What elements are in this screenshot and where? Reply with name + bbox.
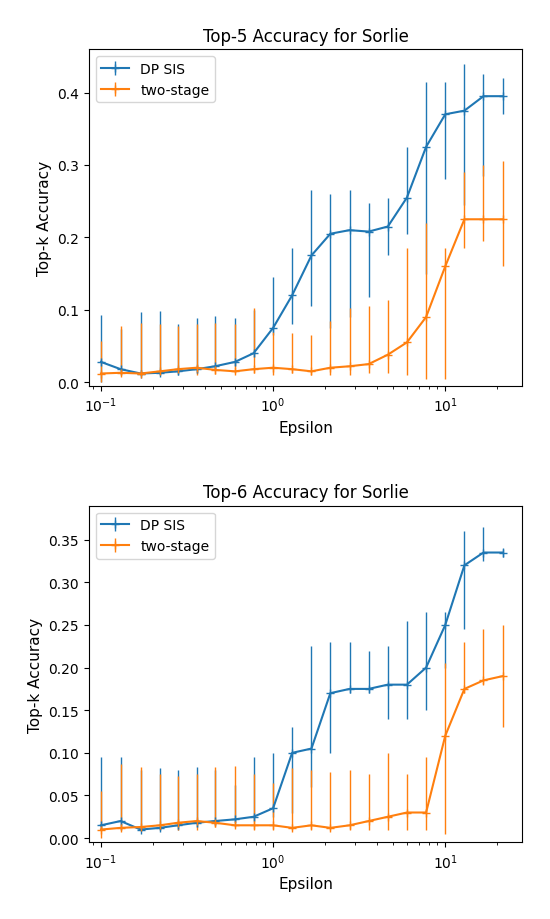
X-axis label: Epsilon: Epsilon — [278, 877, 333, 891]
Legend: DP SIS, two-stage: DP SIS, two-stage — [96, 57, 215, 103]
Y-axis label: Top-k Accuracy: Top-k Accuracy — [28, 617, 43, 732]
Title: Top-5 Accuracy for Sorlie: Top-5 Accuracy for Sorlie — [202, 28, 409, 46]
Legend: DP SIS, two-stage: DP SIS, two-stage — [96, 513, 215, 559]
Title: Top-6 Accuracy for Sorlie: Top-6 Accuracy for Sorlie — [202, 483, 409, 502]
X-axis label: Epsilon: Epsilon — [278, 420, 333, 436]
Y-axis label: Top-k Accuracy: Top-k Accuracy — [36, 161, 52, 276]
